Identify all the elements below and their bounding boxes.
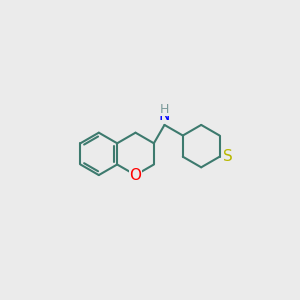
Text: N: N (159, 108, 170, 123)
Text: H: H (160, 103, 169, 116)
Text: O: O (130, 168, 142, 183)
Text: S: S (223, 149, 232, 164)
